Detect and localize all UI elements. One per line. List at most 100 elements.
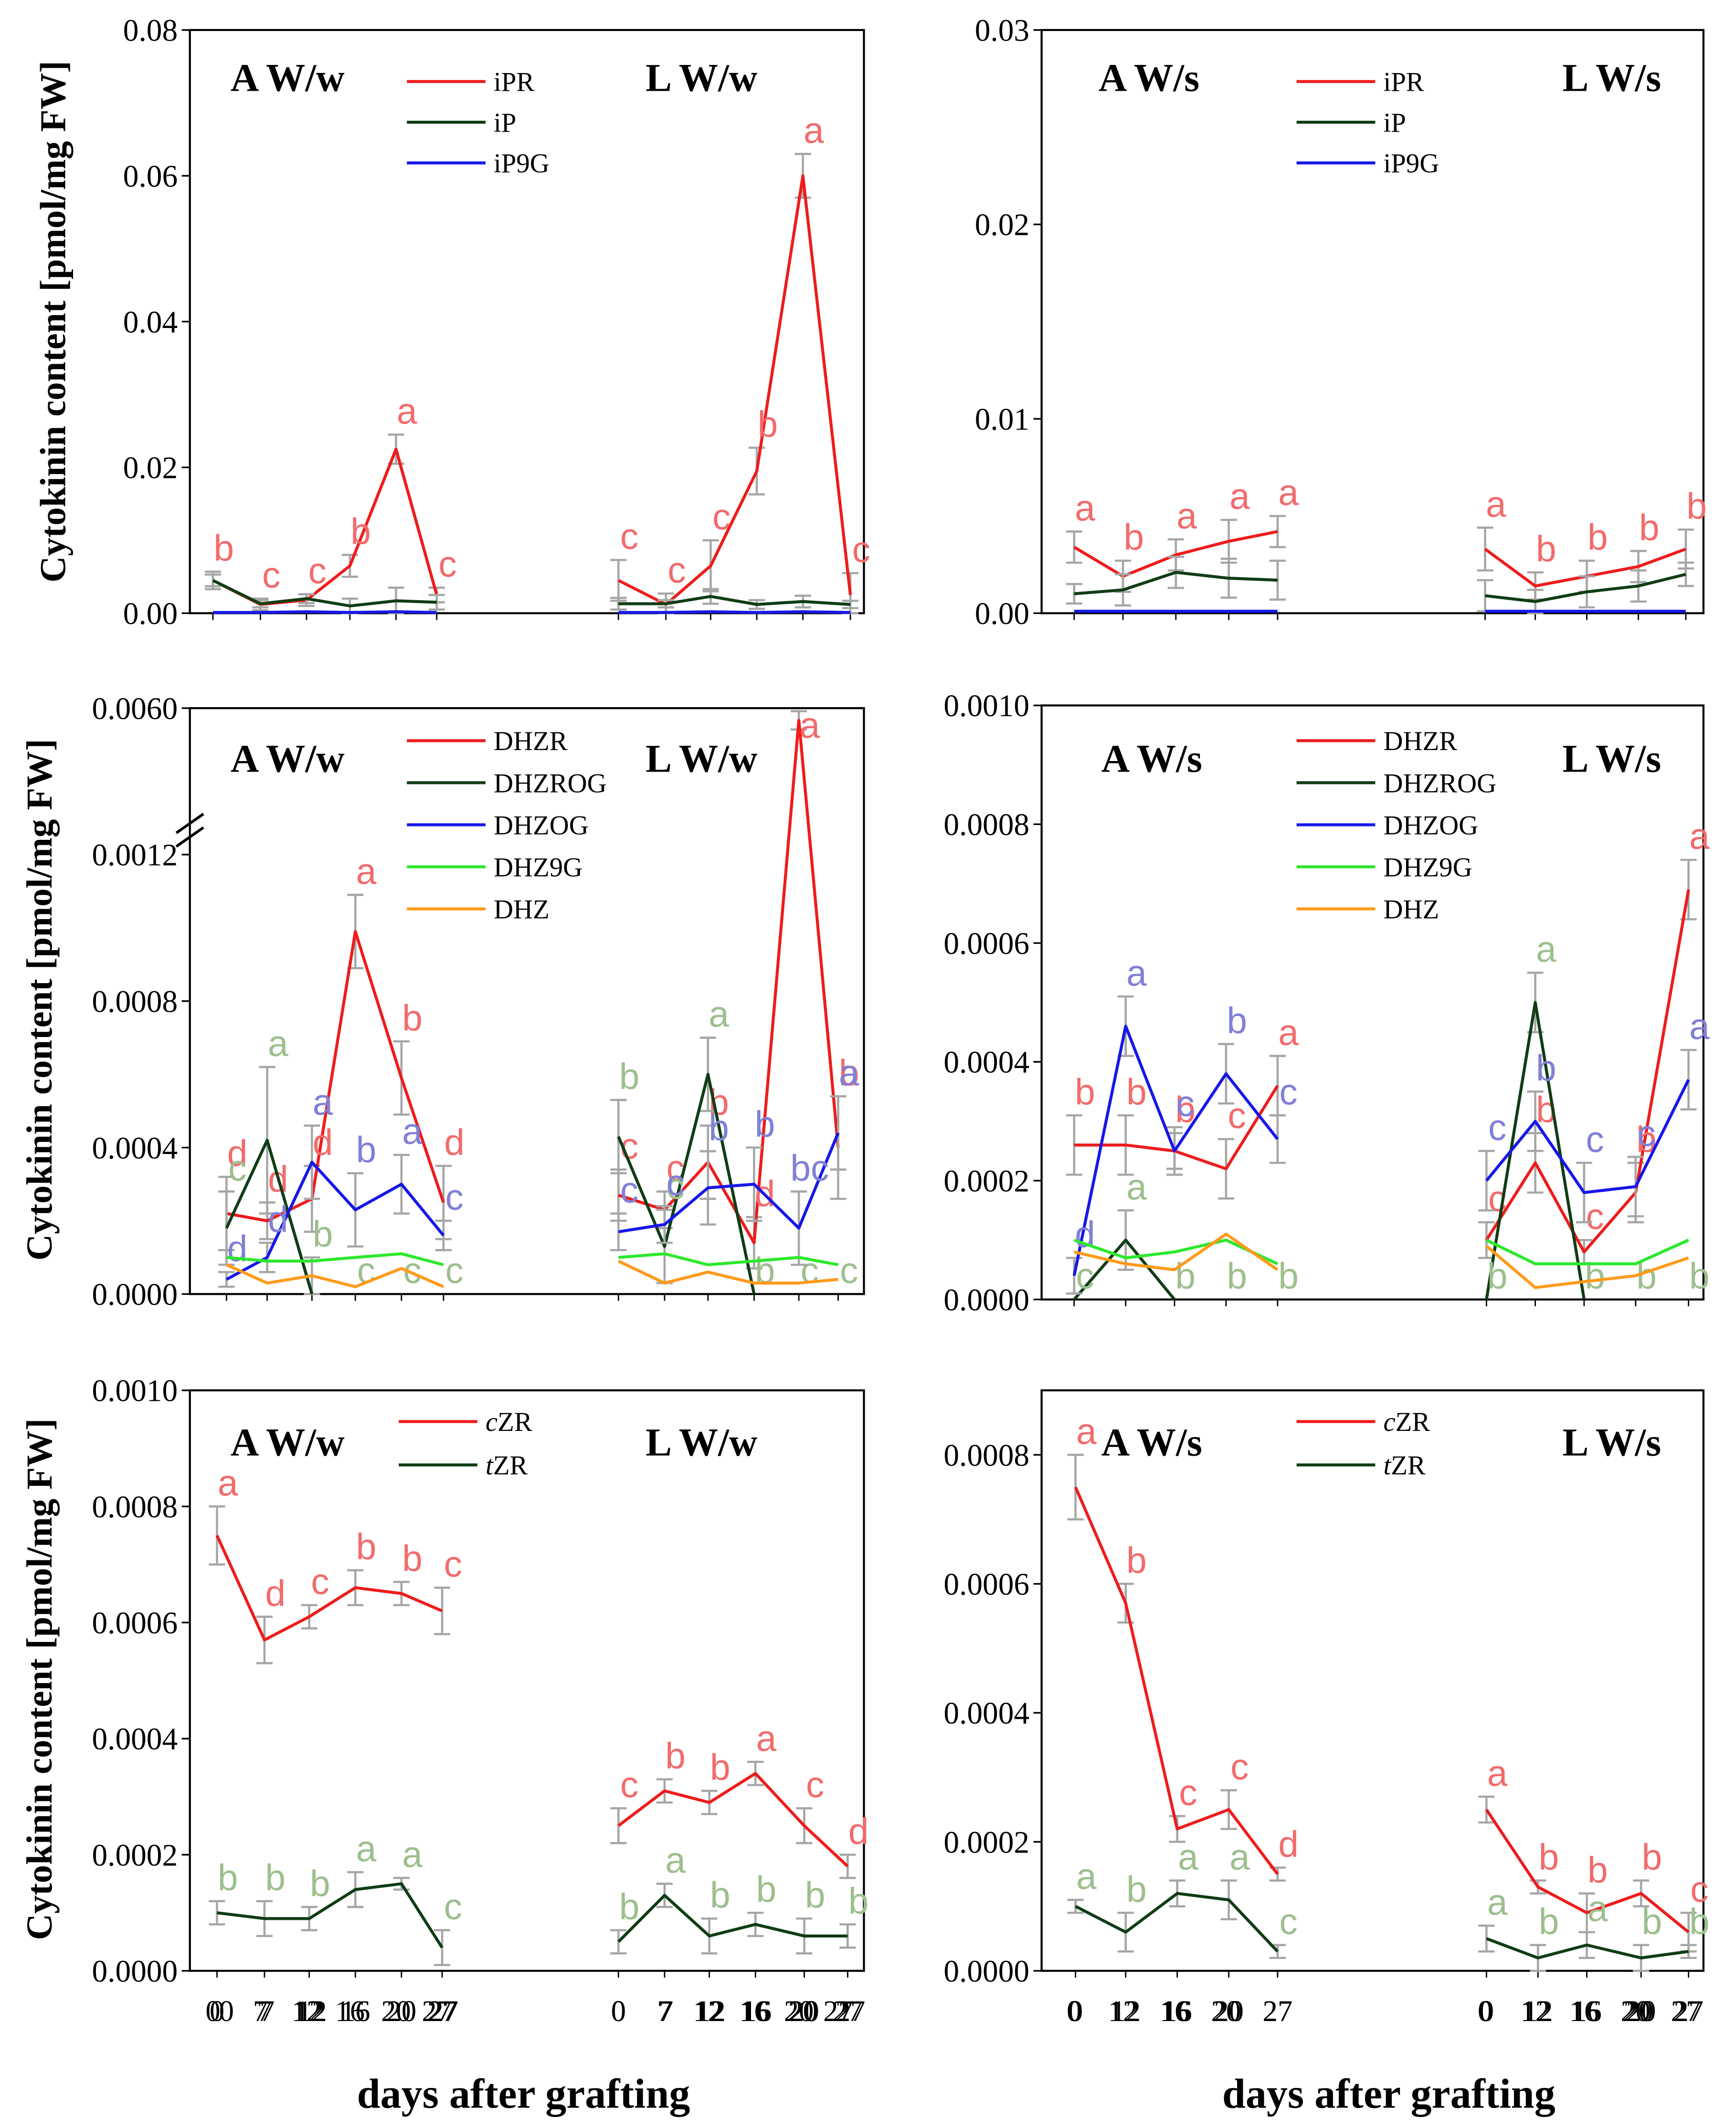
plot-frame [189,1389,865,1972]
significance-label: b [619,1887,640,1927]
significance-label: b [848,1881,869,1922]
x-tick-label: 16 [739,1994,769,2028]
x-axis-label-left: days after grafting [357,2071,690,2117]
significance-label: c [1586,1197,1604,1238]
significance-label: b [665,1736,686,1777]
panel-ip-ws: 0.00 0.01 0.02 0.03 0 12 16 20 27 0 12 16 20 27 A W/s L… [975,14,1707,2028]
significance-label: c [438,544,456,585]
significance-label: d [1075,1215,1095,1255]
panel-title-l: L W/s [1562,56,1661,100]
series-line-czr-l [617,1772,849,1868]
significance-label: b [1588,518,1608,558]
x-tick-label: 0 [611,1994,626,2028]
significance-label: b [310,1863,330,1904]
x-tick-label: 20 [1626,1994,1656,2028]
axis-break-mark [175,813,204,834]
significance-label: c [1637,1113,1655,1154]
y-tick-label: 0.0012 [92,838,178,873]
significance-label: d [227,1133,248,1174]
significance-label: a [1689,816,1710,857]
legend-label: tZR [1383,1450,1425,1481]
significance-label: b [1075,1072,1095,1112]
x-tick-label: 20 [789,1994,819,2028]
legend-label: iP [494,108,516,138]
significance-label: b [709,1108,729,1148]
significance-label: a [665,1841,686,1881]
y-tick-label: 0.02 [123,451,178,486]
significance-label: c [1176,1084,1195,1124]
significance-label: c [308,551,327,592]
significance-label: b [756,1869,777,1910]
significance-label: a [1229,1837,1250,1878]
significance-label: b [1642,1837,1662,1878]
legend-label: DHZ [1383,894,1439,924]
x-tick-label: 16 [1572,1994,1601,2028]
series-line-tzr-l [1486,1937,1689,1959]
significance-label: c [840,1251,858,1292]
series-line-dhz9g-l [618,1252,839,1267]
y-tick-label: 0.0000 [943,1955,1029,1989]
significance-label: a [1536,930,1556,970]
x-tick-label: 0 [611,1994,626,2028]
x-tick-label: 0 [219,1994,234,2028]
x-tick-label: 12 [1108,1994,1138,2028]
significance-label: c [852,530,870,571]
significance-label: b [710,1875,730,1916]
y-tick-label: 0.01 [975,402,1029,437]
y-tick-label: 0.03 [975,14,1029,48]
y-tick-label: 0.0006 [92,1606,178,1641]
x-tick-label: 27 [1263,1994,1292,2028]
plot-frame [189,29,865,614]
significance-label: a [402,1112,423,1152]
significance-label: b [1126,1072,1147,1112]
x-tick-label: 16 [741,1994,770,2028]
series-line-dhz-l [1485,1245,1689,1289]
significance-label: d [313,1122,333,1163]
y-tick-label: 0.0010 [92,1374,178,1408]
significance-label: c [1279,1902,1297,1942]
significance-label: c [1690,1869,1708,1910]
significance-label: c [620,1170,638,1211]
significance-label: a [1126,1167,1147,1207]
axis-break-mark [175,826,204,848]
y-tick-label: 0.00 [123,597,178,631]
x-tick-label: 12 [1520,1994,1550,2028]
x-tick-label: 7 [658,1994,673,2028]
series-line-dhzr-a [226,930,445,1223]
series-line-dhzrog-a [225,1139,314,1295]
x-tick-label: 16 [742,1994,772,2028]
x-tick-label: 0 [1479,1994,1494,2028]
significance-label: a [1588,1889,1608,1929]
x-tick-label: 0 [611,1994,626,2028]
x-tick-label: 16 [340,1994,370,2028]
series-line-dhz9g-a [1073,1239,1279,1265]
series-line-dhz9g-a [226,1252,444,1266]
significance-label: d [227,1229,248,1270]
series-line-ip-l [1485,572,1686,603]
y-tick-label: 0.0008 [943,808,1029,842]
significance-label: c [311,1562,329,1602]
significance-label: a [397,392,417,432]
series-line-czr-a [1074,1486,1279,1875]
significance-label: c [1228,1096,1246,1136]
significance-label: b [1686,487,1707,527]
series-line-dhzrog-a [1073,1239,1176,1301]
x-tick-label: 27 [427,1994,457,2028]
series-line-tzr-a [1075,1892,1279,1953]
series-line-dhzr-l [618,719,840,1245]
series-line-ip-l [618,595,851,606]
legend-label: cZR [486,1407,532,1437]
x-tick-label: 0 [1478,1994,1493,2028]
x-tick-label: 27 [1671,1994,1701,2028]
y-axis-label-top: Cytokinin content [pmol/mg FW] [32,61,73,582]
significance-label: c [666,1163,684,1204]
series-line-dhzog-l [618,1132,840,1234]
panel-title-a: A W/s [1101,737,1202,781]
y-tick-label: 0.0004 [943,1696,1029,1731]
legend-label: DHZ9G [494,852,582,882]
significance-label: a [1076,1856,1097,1897]
x-tick-label: 16 [1160,1994,1189,2028]
significance-label: c [712,497,730,538]
significance-label: b [313,1214,333,1255]
legend-label: DHZR [494,726,568,756]
